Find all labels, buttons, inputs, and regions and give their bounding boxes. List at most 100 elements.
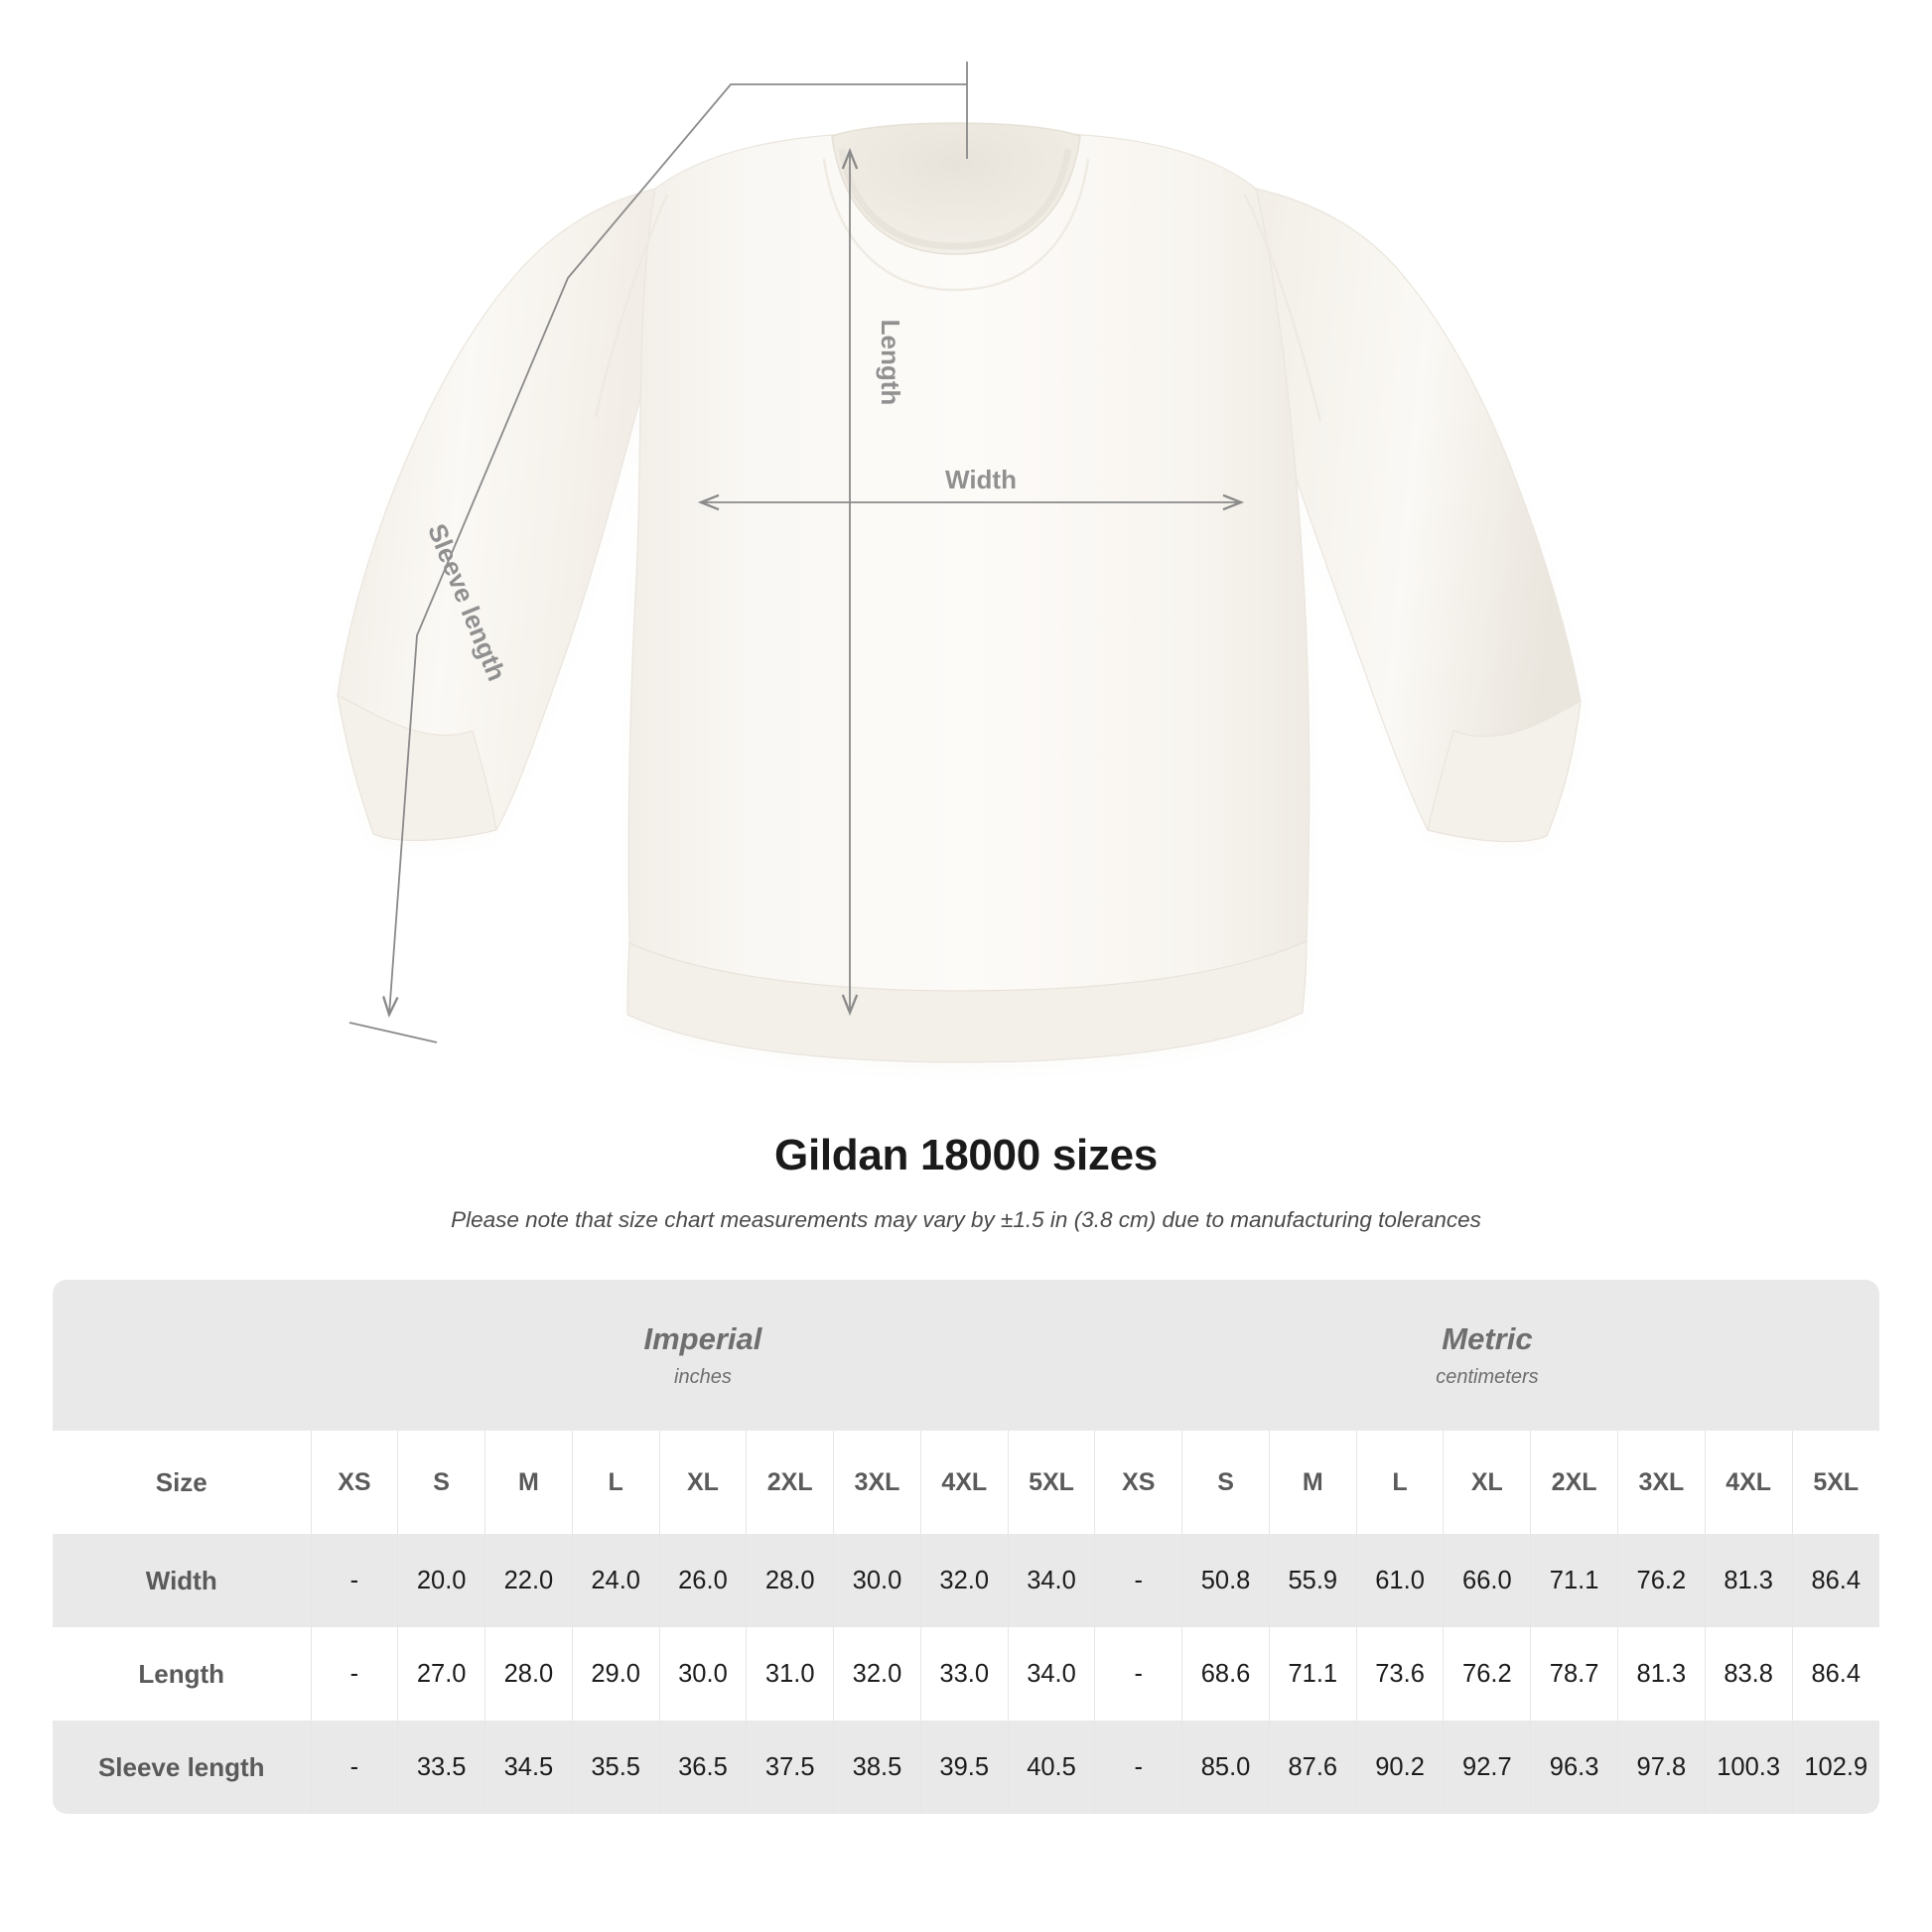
- neckline-outer: [831, 122, 1081, 255]
- unit-group-subtitle: inches: [674, 1366, 732, 1389]
- product-figure: Length Width Sleeve length: [337, 62, 1582, 1063]
- cell-value: 35.5: [571, 1721, 660, 1814]
- cell-value: 36.5: [658, 1721, 747, 1814]
- cell-value: 71.1: [1268, 1627, 1357, 1721]
- body: [627, 130, 1311, 992]
- row-label-sleeve-length: Sleeve length: [53, 1721, 311, 1814]
- unit-group-imperial: Imperial inches: [311, 1280, 1095, 1431]
- bottom-hem: [626, 940, 1308, 1063]
- size-chart-table: Imperial inches Metric centimeters Size XS S M L…: [53, 1280, 1879, 1814]
- sleeve-length-line: [382, 83, 967, 1019]
- length-label: Length: [876, 320, 905, 406]
- cell-value: 76.2: [1616, 1534, 1706, 1627]
- width-label: Width: [945, 465, 1017, 494]
- cell-value: -: [310, 1721, 398, 1814]
- cell-value: 33.5: [397, 1721, 485, 1814]
- column-header-xs: XS: [310, 1431, 398, 1534]
- cell-value: 26.0: [658, 1534, 747, 1627]
- cell-value: 66.0: [1443, 1534, 1531, 1627]
- cell-value: -: [1094, 1627, 1182, 1721]
- left-shoulder-seam: [594, 194, 669, 418]
- unit-group-name: Imperial: [643, 1320, 762, 1356]
- cell-value: 61.0: [1355, 1534, 1444, 1627]
- sweatshirt-illustration: [337, 122, 1582, 1063]
- unit-group-name: Metric: [1442, 1320, 1533, 1356]
- right-cuff: [1427, 700, 1582, 843]
- column-header-size: Size: [53, 1431, 311, 1534]
- table-row: Sleeve length -33.5 34.5 35.5 36.5 37.5 38.5 39…: [53, 1721, 1879, 1814]
- cell-value: 28.0: [746, 1534, 834, 1627]
- cell-value: 30.0: [833, 1534, 921, 1627]
- size-chart-table-wrapper: Imperial inches Metric centimeters Size XS S M L…: [53, 1280, 1879, 1814]
- row-label-length: Length: [53, 1627, 311, 1721]
- table-header-row: Size XS S M L XL 2XL 3XL 4XL 5XL XS S M L XL 2XL 3XL 4XL 5…: [53, 1431, 1879, 1534]
- cell-value: 33.0: [919, 1627, 1009, 1721]
- measurement-guides: [348, 62, 1245, 1043]
- cell-value: -: [310, 1627, 398, 1721]
- cell-value: 83.8: [1704, 1627, 1793, 1721]
- cell-value: -: [310, 1534, 398, 1627]
- neckline-rib: [838, 148, 1072, 250]
- column-header-xs: XS: [1094, 1431, 1182, 1534]
- cell-value: 29.0: [571, 1627, 660, 1721]
- column-header-4xl: 4XL: [1704, 1431, 1793, 1534]
- table-row: Length -27.0 28.0 29.0 30.0 31.0 32.0 33.0 34.0-…: [53, 1627, 1879, 1721]
- left-cuff: [337, 694, 497, 841]
- cell-value: 92.7: [1443, 1721, 1531, 1814]
- cell-value: 76.2: [1443, 1627, 1531, 1721]
- cell-value: 34.0: [1007, 1534, 1095, 1627]
- cell-value: 90.2: [1355, 1721, 1444, 1814]
- column-header-m: M: [484, 1431, 573, 1534]
- unit-banner-spacer: [53, 1280, 311, 1431]
- column-header-5xl: 5XL: [1791, 1431, 1879, 1534]
- cell-value: 39.5: [919, 1721, 1009, 1814]
- cell-value: 32.0: [833, 1627, 921, 1721]
- cell-value: 20.0: [397, 1534, 485, 1627]
- cell-value: 50.8: [1181, 1534, 1270, 1627]
- sweatshirt-diagram: Length Width Sleeve length: [337, 62, 1582, 1063]
- cell-value: 81.3: [1704, 1534, 1793, 1627]
- cell-value: 100.3: [1704, 1721, 1793, 1814]
- cell-value: 37.5: [746, 1721, 834, 1814]
- cell-value: 85.0: [1181, 1721, 1270, 1814]
- right-shoulder-seam: [1243, 194, 1322, 422]
- column-header-5xl: 5XL: [1007, 1431, 1095, 1534]
- column-header-xl: XL: [1443, 1431, 1531, 1534]
- unit-banner-row: Imperial inches Metric centimeters: [53, 1280, 1879, 1431]
- cell-value: 28.0: [484, 1627, 573, 1721]
- cell-value: 87.6: [1268, 1721, 1357, 1814]
- cell-value: 68.6: [1181, 1627, 1270, 1721]
- column-header-s: S: [1181, 1431, 1270, 1534]
- cell-value: 32.0: [919, 1534, 1009, 1627]
- cell-value: 86.4: [1791, 1627, 1879, 1721]
- cell-value: 24.0: [571, 1534, 660, 1627]
- cell-value: 78.7: [1530, 1627, 1618, 1721]
- column-header-3xl: 3XL: [1616, 1431, 1706, 1534]
- cell-value: -: [1094, 1534, 1182, 1627]
- column-header-2xl: 2XL: [1530, 1431, 1618, 1534]
- cell-value: 86.4: [1791, 1534, 1879, 1627]
- sleeve-bottom-tick: [348, 1022, 438, 1043]
- cell-value: 102.9: [1791, 1721, 1879, 1814]
- cell-value: 71.1: [1530, 1534, 1618, 1627]
- table-row: Width -20.0 22.0 24.0 26.0 28.0 30.0 32.0 34.0-5…: [53, 1534, 1879, 1627]
- cell-value: 31.0: [746, 1627, 834, 1721]
- cell-value: 27.0: [397, 1627, 485, 1721]
- unit-group-metric: Metric centimeters: [1094, 1280, 1879, 1431]
- cell-value: 34.0: [1007, 1627, 1095, 1721]
- cell-value: 22.0: [484, 1534, 573, 1627]
- cell-value: 30.0: [658, 1627, 747, 1721]
- cell-value: 40.5: [1007, 1721, 1095, 1814]
- cell-value: 96.3: [1530, 1721, 1618, 1814]
- column-header-4xl: 4XL: [919, 1431, 1009, 1534]
- tolerance-note: Please note that size chart measurements…: [451, 1207, 1481, 1233]
- column-header-s: S: [397, 1431, 485, 1534]
- column-header-m: M: [1268, 1431, 1357, 1534]
- row-label-width: Width: [53, 1534, 311, 1627]
- column-header-l: L: [571, 1431, 660, 1534]
- cell-value: 81.3: [1616, 1627, 1706, 1721]
- column-header-3xl: 3XL: [833, 1431, 921, 1534]
- cell-value: -: [1094, 1721, 1182, 1814]
- cell-value: 97.8: [1616, 1721, 1706, 1814]
- cell-value: 38.5: [833, 1721, 921, 1814]
